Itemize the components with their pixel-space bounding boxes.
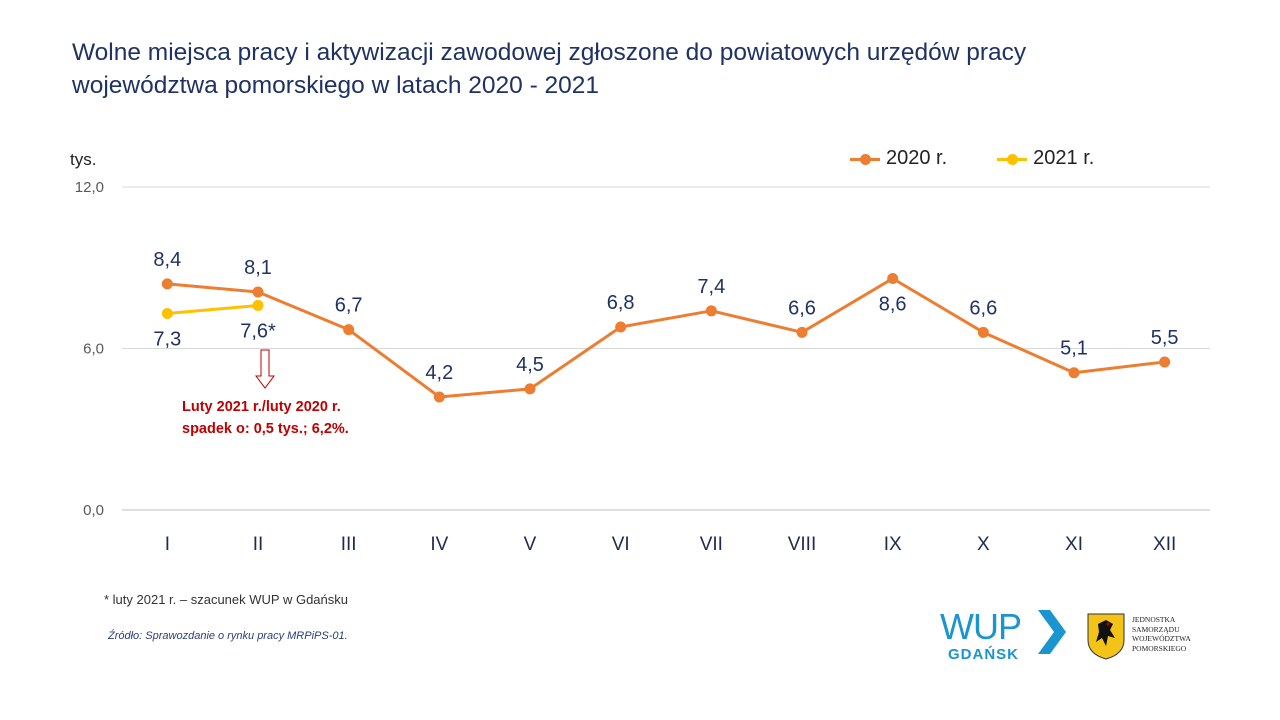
x-tick-label: VI [612, 534, 630, 555]
legend-item-2020: 2020 r. [850, 147, 947, 170]
x-tick-label: II [253, 534, 264, 555]
data-point [252, 286, 264, 298]
wup-logo-subtext: GDAŃSK [948, 646, 1020, 663]
data-label: 5,5 [1151, 327, 1179, 349]
y-tick-label: 12,0 [75, 179, 104, 196]
data-label: 6,6 [788, 297, 816, 319]
y-tick-label: 6,0 [83, 341, 104, 358]
x-tick-label: I [165, 534, 170, 555]
js-logo-line-4: POMORSKIEGO [1132, 643, 1187, 653]
x-tick-label: VIII [788, 534, 817, 555]
data-point [343, 324, 355, 336]
x-tick-label: XII [1153, 534, 1176, 555]
data-label: 8,4 [153, 249, 181, 271]
legend-item-2021: 2021 r. [997, 147, 1094, 170]
wup-logo-text: WUP [940, 606, 1022, 647]
legend-label-2021: 2021 r. [1033, 147, 1095, 169]
data-label: 7,3 [153, 329, 181, 351]
chart-title-line-1: Wolne miejsca pracy i aktywizacji zawodo… [72, 39, 1027, 66]
data-point [796, 326, 808, 338]
annotation-line-1: Luty 2021 r./luty 2020 r. [182, 399, 341, 415]
x-tick-label: V [524, 534, 537, 555]
data-label: 5,1 [1060, 338, 1088, 360]
y-axis-unit-label: tys. [70, 150, 97, 169]
js-logo-text: JEDNOSTKA SAMORZĄDU WOJEWÓDZTWA POMORSKI… [1132, 615, 1191, 653]
x-tick-label: X [977, 534, 990, 555]
data-point [887, 273, 899, 285]
series-line-2020r [167, 277, 1165, 399]
data-point [161, 308, 173, 320]
footnote: * luty 2021 r. – szacunek WUP w Gdańsku [104, 592, 348, 607]
x-tick-label: III [341, 534, 357, 555]
y-tick-label: 0,0 [83, 502, 104, 519]
data-point [1159, 356, 1171, 368]
legend: 2020 r. 2021 r. [850, 147, 1094, 170]
data-label: 7,4 [697, 276, 725, 298]
x-tick-label: VII [700, 534, 723, 555]
source-note: Źródło: Sprawozdanie o rynku pracy MRPiP… [108, 630, 348, 642]
data-label: 7,6* [240, 320, 276, 342]
down-arrow-icon [255, 349, 275, 389]
data-label: 6,7 [335, 295, 363, 317]
data-point [977, 326, 989, 338]
js-logo-line-1: JEDNOSTKA [1132, 615, 1176, 624]
js-logo-line-3: WOJEWÓDZTWA [1132, 634, 1191, 643]
chart-title-line-2: województwa pomorskiego w latach 2020 - … [72, 72, 600, 99]
data-label: 8,1 [244, 257, 272, 279]
legend-label-2020: 2020 r. [886, 147, 948, 169]
wup-gdansk-logo: WUP GDAŃSK [940, 608, 1070, 664]
annotation-line-2: spadek o: 0,5 tys.; 6,2%. [182, 421, 349, 437]
series-line-2021r [167, 303, 259, 316]
legend-swatch-2021 [997, 153, 1028, 165]
data-point [161, 278, 173, 290]
data-point [615, 321, 627, 333]
js-logo-line-2: SAMORZĄDU [1132, 624, 1180, 634]
data-label: 6,6 [969, 297, 997, 319]
data-label: 6,8 [607, 292, 635, 314]
data-label: 4,5 [516, 354, 544, 376]
data-point [252, 299, 264, 311]
x-tick-label: XI [1065, 534, 1083, 555]
data-label: 8,6 [879, 294, 907, 316]
data-label: 4,2 [425, 362, 453, 384]
x-tick-label: IV [430, 534, 448, 555]
legend-swatch-2020 [850, 153, 880, 165]
data-point [1068, 367, 1080, 379]
griffin-crest-icon [1087, 613, 1125, 660]
data-point [524, 383, 536, 395]
x-tick-label: IX [884, 534, 902, 555]
data-point [705, 305, 717, 317]
wup-arrow-icon [1038, 610, 1066, 654]
data-point [433, 391, 445, 403]
pomorskie-coat-of-arms-logo: JEDNOSTKA SAMORZĄDU WOJEWÓDZTWA POMORSKI… [1086, 612, 1216, 662]
change-annotation: Luty 2021 r./luty 2020 r. spadek o: 0,5 … [182, 396, 349, 440]
chart-title: Wolne miejsca pracy i aktywizacji zawodo… [72, 36, 1192, 102]
